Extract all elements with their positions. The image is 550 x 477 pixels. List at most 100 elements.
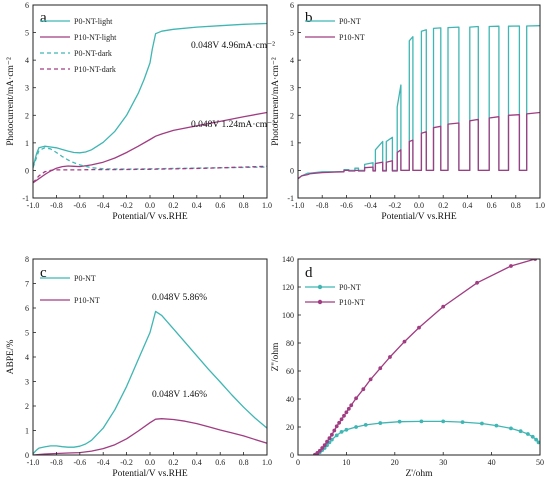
y-tick-label: 4 <box>25 353 29 362</box>
legend-label: P10-NT-dark <box>74 65 116 74</box>
y-axis-label: Photocurrent/mA·cm⁻² <box>6 57 16 146</box>
x-tick-label: -1.0 <box>27 458 40 467</box>
x-tick-label: 0.2 <box>168 201 178 210</box>
data-point <box>378 366 383 371</box>
data-point <box>342 413 346 418</box>
data-point <box>441 419 446 424</box>
series-group <box>33 310 267 455</box>
data-point <box>363 423 368 427</box>
y-tick-label: 40 <box>286 395 294 404</box>
legend: P0-NT P10-NT <box>305 283 365 307</box>
series-line-p0-nt <box>314 420 539 455</box>
legend-label: P0-NT-dark <box>74 49 112 58</box>
x-tick-label: 0.4 <box>192 458 202 467</box>
y-tick-label: 6 <box>290 1 294 10</box>
series-group <box>33 22 267 184</box>
y-axis-label: Photocurrent/mA·cm⁻² <box>271 57 281 146</box>
x-tick-label: -0.8 <box>50 201 63 210</box>
data-point <box>530 434 535 439</box>
panel-letter: d <box>305 265 313 281</box>
y-tick-label: 5 <box>290 29 294 38</box>
y-tick-label: 3 <box>25 84 29 93</box>
data-point <box>460 420 465 424</box>
series-line-p10-nt-dark <box>33 165 267 184</box>
x-tick-label: -0.2 <box>120 458 133 467</box>
x-tick-label: 0.4 <box>192 201 202 210</box>
data-point <box>334 424 339 429</box>
x-tick-label: 0 <box>296 458 300 467</box>
data-point <box>349 403 354 408</box>
x-tick-label: 30 <box>439 458 447 467</box>
y-tick-label: 20 <box>286 423 294 432</box>
data-point <box>354 396 358 401</box>
x-tick-label: -0.2 <box>388 201 401 210</box>
data-point <box>317 448 322 453</box>
data-point <box>337 420 342 425</box>
plot-frame <box>32 258 268 456</box>
y-tick-label: 1 <box>290 139 294 148</box>
data-point <box>475 280 479 285</box>
x-tick-label: -0.6 <box>340 201 353 210</box>
data-point <box>509 264 513 268</box>
legend-label: P10-NT <box>74 296 100 305</box>
data-point <box>368 377 373 382</box>
data-point <box>344 410 349 415</box>
legend: P0-NT P10-NT <box>305 17 365 42</box>
x-tick-label: 0.2 <box>168 458 178 467</box>
data-point <box>441 304 446 309</box>
legend-label: P10-NT <box>339 33 365 42</box>
y-tick-label: 5 <box>25 29 29 38</box>
y-tick-label: 3 <box>290 84 294 93</box>
panel-b: -1.0 -0.8 -0.6 -0.4 -0.2 0.0 0.2 0.4 0.6 0.8 1.0 -1… <box>271 1 545 222</box>
x-tick-label: 0.4 <box>462 201 472 210</box>
x-tick-label: 0.8 <box>239 201 249 210</box>
y-tick-label: 6 <box>25 304 29 313</box>
annotation: 0.048V 1.24mA·cm⁻² <box>191 120 275 130</box>
x-tick-label: 0.0 <box>145 458 155 467</box>
x-tick-label: 0.2 <box>438 201 448 210</box>
series-line-p0-nt <box>298 25 540 180</box>
data-point <box>354 425 358 429</box>
x-tick-label: 1.0 <box>262 201 272 210</box>
x-tick-label: -0.4 <box>97 201 110 210</box>
x-tick-label: 1.0 <box>262 458 272 467</box>
panel-a: -1.0 -0.8 -0.6 -0.4 -0.2 0.0 0.2 0.4 0.6 0.8 1.0 -1… <box>6 1 275 222</box>
data-point <box>329 432 334 437</box>
y-tick-label: 5 <box>25 329 29 338</box>
y-tick-label: 4 <box>25 56 29 65</box>
data-point <box>419 419 424 424</box>
y-tick-label: 100 <box>282 311 294 320</box>
panel-letter: a <box>40 10 47 26</box>
legend-label: P10-NT-light <box>74 33 117 42</box>
y-tick-label: 1 <box>25 427 29 436</box>
y-tick-label: 0 <box>25 166 29 175</box>
panel-c: -1.0 -0.8 -0.6 -0.4 -0.2 0.0 0.2 0.4 0.6 0.8 1.0 0 1… <box>6 255 272 477</box>
x-tick-label: 0.0 <box>414 201 424 210</box>
y-tick-label: 6 <box>25 1 29 10</box>
x-axis-label: Z'/ohm <box>405 469 433 477</box>
x-tick-label: -1.0 <box>292 201 305 210</box>
y-tick-label: -1 <box>22 194 29 203</box>
x-tick-label: 20 <box>391 458 399 467</box>
plot-frame <box>297 4 541 199</box>
y-tick-label: 60 <box>286 367 294 376</box>
data-point <box>402 339 407 344</box>
y-axis-label: ABPE/% <box>6 339 16 374</box>
annotation: 0.048V 1.46% <box>152 390 207 400</box>
x-axis-label: Potential/V vs.RHE <box>112 212 187 222</box>
data-point <box>417 325 421 330</box>
data-point <box>339 417 344 422</box>
y-tick-label: 1 <box>25 139 29 148</box>
data-point <box>322 443 327 448</box>
annotation: 0.048V 5.86% <box>152 293 207 303</box>
x-tick-label: -0.8 <box>316 201 329 210</box>
x-tick-label: -0.6 <box>73 201 86 210</box>
series-group <box>313 259 540 455</box>
x-tick-label: 0.8 <box>239 458 249 467</box>
x-tick-label: 0.8 <box>511 201 521 210</box>
legend-label: P0-NT <box>74 274 96 283</box>
legend-label: P0-NT <box>339 283 361 292</box>
data-point <box>480 421 484 426</box>
x-tick-label: 0.6 <box>215 201 225 210</box>
data-point <box>397 419 402 424</box>
